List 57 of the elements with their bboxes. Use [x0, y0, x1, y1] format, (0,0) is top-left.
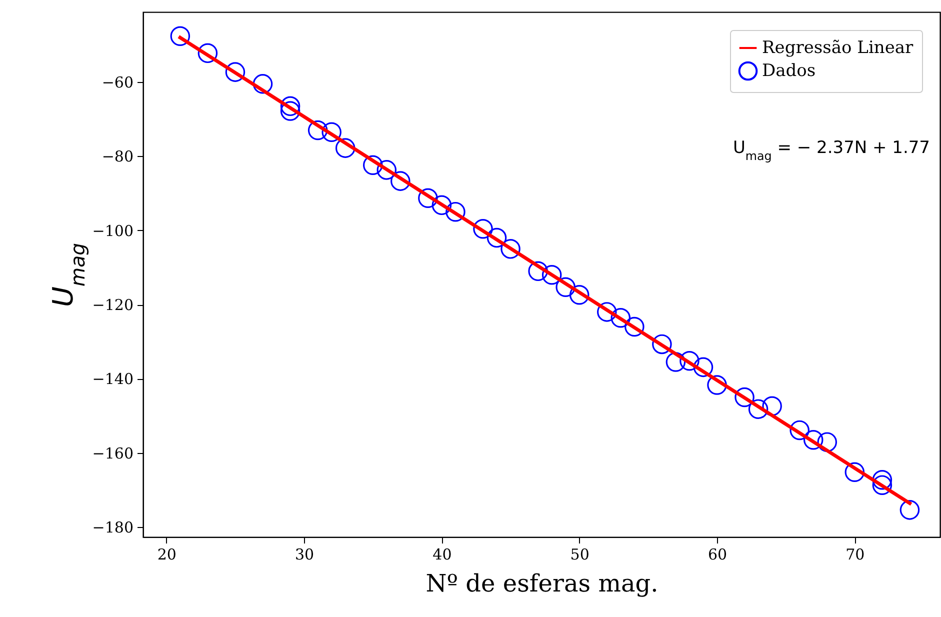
- point: [803, 430, 824, 450]
- x-tick-label: 30: [295, 546, 314, 564]
- point: [610, 308, 631, 328]
- point: [680, 351, 700, 371]
- y-tick-label: −120: [92, 296, 134, 314]
- point: [322, 122, 342, 142]
- x-tick-label: 40: [432, 546, 452, 564]
- point: [335, 138, 356, 158]
- point: [817, 432, 838, 452]
- point: [597, 302, 617, 322]
- point: [473, 219, 493, 239]
- point: [500, 239, 520, 259]
- legend-label: Dados: [762, 61, 816, 81]
- y-tick-label: −140: [92, 370, 134, 388]
- point: [390, 171, 410, 191]
- x-tick-label: 20: [157, 546, 176, 564]
- point: [362, 155, 383, 175]
- point: [432, 195, 452, 216]
- x-tick-label: 60: [708, 546, 728, 564]
- point: [652, 334, 672, 354]
- x-axis-title: Nº de esferas mag.: [426, 570, 658, 598]
- point: [556, 277, 576, 297]
- point: [418, 188, 438, 208]
- point: [872, 475, 892, 495]
- point: [170, 26, 190, 46]
- point: [790, 420, 810, 440]
- point: [872, 470, 892, 490]
- annotation: U$_{mag}$ = − 2.37N + 1.77: [732, 138, 930, 163]
- point: [486, 228, 507, 248]
- point: [252, 74, 273, 94]
- y-tick-label: −100: [92, 222, 134, 240]
- point: [528, 261, 548, 282]
- point: [446, 202, 466, 222]
- point: [376, 160, 397, 180]
- point: [280, 96, 300, 116]
- y-tick-label: −80: [102, 148, 134, 166]
- y-tick-label: −60: [102, 74, 134, 92]
- point: [734, 387, 754, 408]
- point: [542, 265, 562, 285]
- point: [624, 316, 644, 337]
- legend-label: Regressão Linear: [762, 38, 914, 58]
- y-tick-label: −160: [92, 444, 134, 462]
- y-tick-label: −180: [92, 518, 134, 536]
- point: [900, 500, 920, 520]
- point: [707, 375, 727, 395]
- point: [569, 285, 590, 305]
- point: [666, 352, 686, 372]
- x-tick-label: 70: [846, 546, 865, 564]
- point: [844, 462, 865, 482]
- point: [748, 399, 768, 419]
- point: [308, 120, 328, 140]
- point: [225, 62, 246, 82]
- point: [762, 396, 782, 416]
- point: [280, 101, 300, 121]
- x-tick-label: 50: [570, 546, 590, 564]
- point: [198, 43, 218, 64]
- point: [693, 357, 714, 378]
